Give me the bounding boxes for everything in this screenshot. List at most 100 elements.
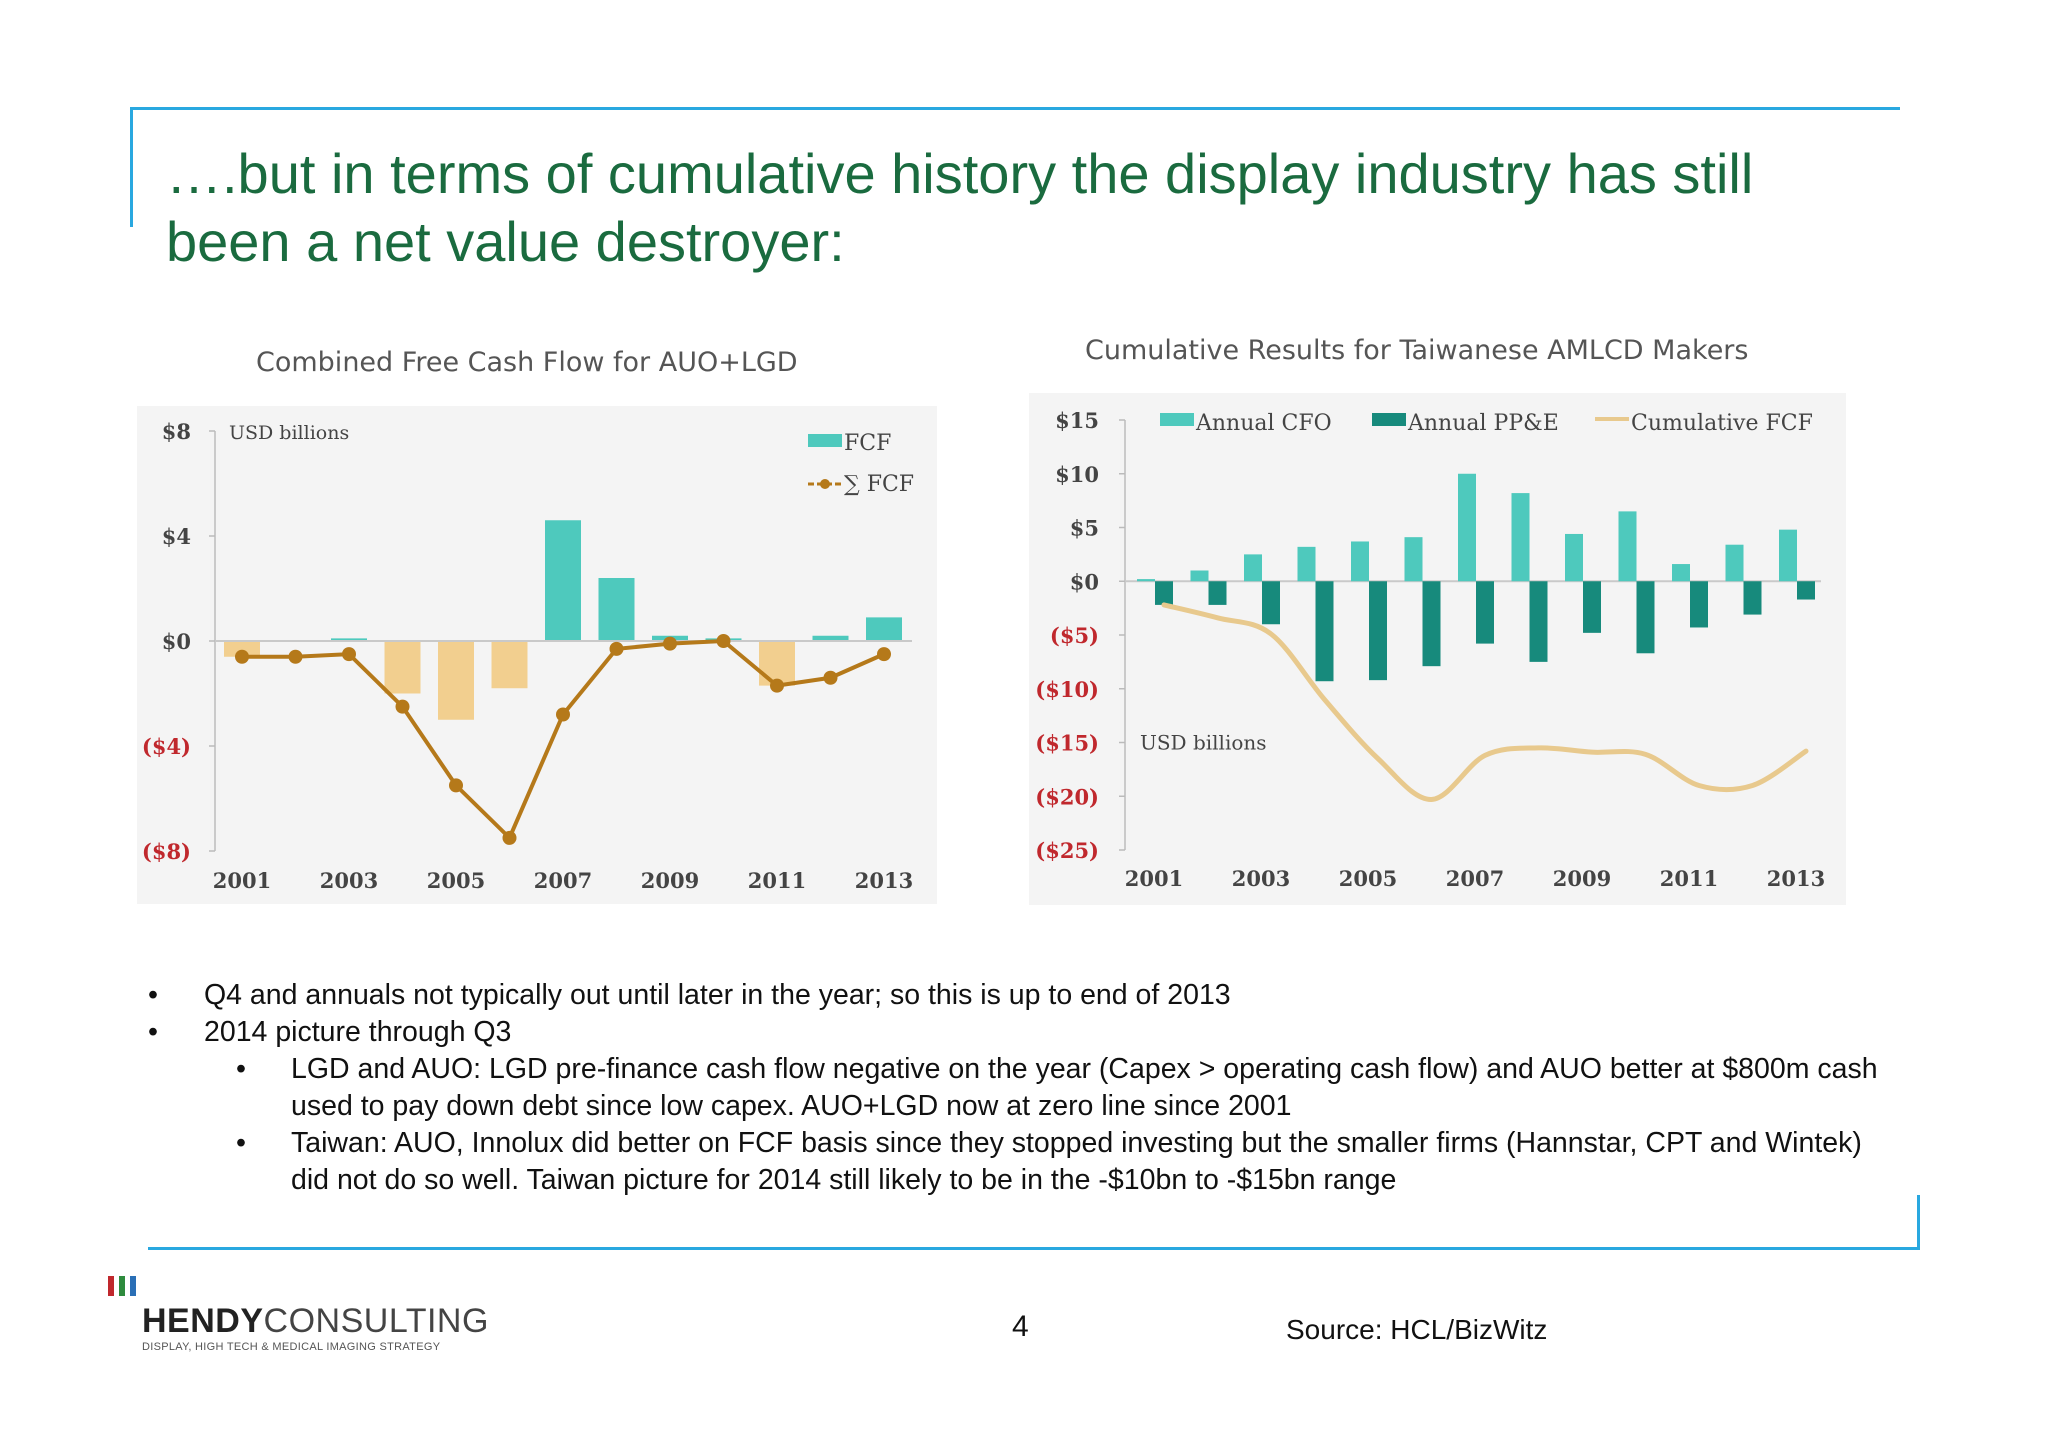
legend-cfo-swatch bbox=[1160, 413, 1194, 426]
cumulative-fcf-point bbox=[502, 830, 517, 845]
x-tick-label: 2009 bbox=[1553, 866, 1611, 891]
fcf-bar bbox=[866, 617, 902, 641]
logo-bar-blue bbox=[130, 1276, 136, 1296]
logo-wordmark: HENDYCONSULTING bbox=[142, 1302, 489, 1341]
annual-ppe-bar bbox=[1743, 581, 1762, 615]
fcf-bar bbox=[438, 641, 474, 720]
fcf-bar bbox=[491, 641, 528, 689]
chart2-panel: $15 $10 $5 $0 ($5) ($10) ($15) ($20) ($25) USD bi… bbox=[1029, 393, 1846, 905]
annual-cfo-bar bbox=[1618, 511, 1637, 582]
legend-cum-label: ∑ FCF bbox=[844, 472, 914, 497]
frame-bottom-line bbox=[148, 1247, 1920, 1250]
cumulative-fcf-point bbox=[288, 649, 303, 664]
legend-cfo-label: Annual CFO bbox=[1195, 411, 1332, 436]
fcf-bar bbox=[224, 641, 260, 657]
fcf-bar bbox=[331, 638, 367, 641]
y-tick-label: ($25) bbox=[1035, 838, 1099, 863]
y-tick-label: $15 bbox=[1055, 408, 1099, 433]
y-tick-label: ($4) bbox=[142, 734, 191, 759]
logo-tagline: DISPLAY, HIGH TECH & MEDICAL IMAGING STR… bbox=[142, 1341, 441, 1353]
logo-name-bold: HENDY bbox=[142, 1302, 264, 1340]
y-tick-label: $4 bbox=[162, 524, 191, 549]
annual-ppe-bar bbox=[1262, 581, 1280, 625]
chart1-panel: $8 $4 $0 ($4) ($8) USD billions 2001 2003 2005 20… bbox=[137, 406, 937, 904]
logo-bar-green bbox=[119, 1276, 125, 1296]
y-tick-label: ($10) bbox=[1035, 677, 1099, 702]
annual-cfo-bar bbox=[1404, 537, 1423, 582]
sub-bullet-item: Taiwan: AUO, Innolux did better on FCF b… bbox=[140, 1125, 1900, 1199]
annual-ppe-bar bbox=[1315, 581, 1334, 682]
x-tick-label: 2005 bbox=[1339, 866, 1397, 891]
cumulative-fcf-point bbox=[770, 678, 784, 693]
bullet-item: 2014 picture through Q3 bbox=[140, 1014, 1900, 1051]
company-logo: HENDYCONSULTING DISPLAY, HIGH TECH & MED… bbox=[108, 1276, 489, 1353]
legend-ppe-swatch bbox=[1372, 413, 1406, 426]
annual-cfo-bar bbox=[1565, 533, 1583, 582]
annual-ppe-bar bbox=[1369, 581, 1387, 681]
logo-bar-red bbox=[108, 1276, 114, 1296]
annual-ppe-bar bbox=[1797, 581, 1815, 600]
bullet-item: Q4 and annuals not typically out until l… bbox=[140, 977, 1900, 1014]
annual-cfo-bar bbox=[1137, 579, 1155, 582]
cumulative-fcf-point bbox=[609, 641, 624, 656]
x-tick-label: 2011 bbox=[748, 868, 806, 893]
y-tick-label: ($8) bbox=[142, 839, 191, 864]
cumulative-fcf-point bbox=[823, 670, 838, 685]
annual-cfo-bar bbox=[1244, 554, 1262, 582]
logo-name-light: CONSULTING bbox=[263, 1302, 489, 1340]
fcf-bar bbox=[812, 635, 849, 641]
annual-cfo-bar bbox=[1672, 564, 1690, 582]
legend-fcf-label: FCF bbox=[844, 431, 891, 456]
chart2-title: Cumulative Results for Taiwanese AMLCD M… bbox=[1085, 335, 1749, 366]
annual-ppe-bar bbox=[1636, 581, 1655, 654]
y-tick-label: $10 bbox=[1055, 462, 1099, 487]
cumulative-fcf-line bbox=[1161, 602, 1809, 802]
frame-right-line bbox=[1917, 1195, 1920, 1250]
x-tick-label: 2011 bbox=[1660, 866, 1718, 891]
cumulative-fcf-point bbox=[877, 647, 891, 662]
annual-ppe-bar bbox=[1155, 581, 1173, 605]
fcf-bar bbox=[598, 578, 635, 641]
x-tick-label: 2005 bbox=[427, 868, 485, 893]
y-tick-label: $0 bbox=[1070, 569, 1099, 594]
x-tick-label: 2009 bbox=[641, 868, 699, 893]
x-tick-label: 2007 bbox=[1446, 866, 1504, 891]
chart1-svg: $8 $4 $0 ($4) ($8) USD billions 2001 2003 2005 20… bbox=[142, 419, 914, 893]
slide-title-line-1: ….but in terms of cumulative history the… bbox=[166, 142, 1754, 205]
annual-ppe-bar bbox=[1529, 581, 1548, 662]
sub-bullet-item: LGD and AUO: LGD pre-finance cash flow n… bbox=[140, 1051, 1900, 1125]
y-tick-label: $0 bbox=[162, 629, 191, 654]
annual-ppe-bar bbox=[1208, 581, 1227, 605]
bullet-list: Q4 and annuals not typically out until l… bbox=[140, 977, 1900, 1199]
y-tick-label: ($15) bbox=[1035, 731, 1099, 756]
annual-cfo-bar bbox=[1190, 570, 1209, 582]
annual-cfo-bar bbox=[1351, 541, 1369, 582]
legend-cum-label: Cumulative FCF bbox=[1631, 411, 1813, 436]
x-tick-label: 2001 bbox=[1125, 866, 1183, 891]
legend-fcf-swatch bbox=[808, 434, 842, 447]
annual-cfo-bar bbox=[1511, 493, 1530, 582]
legend-ppe-label: Annual PP&E bbox=[1407, 411, 1559, 436]
y-tick-label: ($20) bbox=[1035, 784, 1099, 809]
annual-cfo-bar bbox=[1725, 544, 1744, 582]
chart1-title: Combined Free Cash Flow for AUO+LGD bbox=[256, 347, 798, 378]
cumulative-fcf-point bbox=[235, 649, 249, 664]
slide-title: ….but in terms of cumulative history the… bbox=[166, 140, 1886, 276]
annual-ppe-bar bbox=[1583, 581, 1601, 633]
legend-cum-marker bbox=[820, 479, 830, 489]
cumulative-fcf-point bbox=[663, 636, 677, 651]
frame-left-line bbox=[130, 107, 133, 227]
cumulative-fcf-point bbox=[395, 699, 410, 714]
x-tick-label: 2013 bbox=[855, 868, 913, 893]
cumulative-fcf-point bbox=[556, 707, 570, 722]
annual-cfo-bar bbox=[1779, 529, 1797, 582]
annual-ppe-bar bbox=[1690, 581, 1708, 628]
annual-cfo-bar bbox=[1458, 473, 1476, 582]
cumulative-fcf-point bbox=[342, 647, 356, 662]
cumulative-fcf-point bbox=[449, 778, 463, 793]
annual-ppe-bar bbox=[1422, 581, 1441, 667]
y-tick-label: $8 bbox=[162, 419, 191, 444]
y-tick-label: ($5) bbox=[1050, 623, 1099, 648]
y-tick-label: $5 bbox=[1070, 516, 1099, 541]
page-number: 4 bbox=[1012, 1310, 1029, 1343]
